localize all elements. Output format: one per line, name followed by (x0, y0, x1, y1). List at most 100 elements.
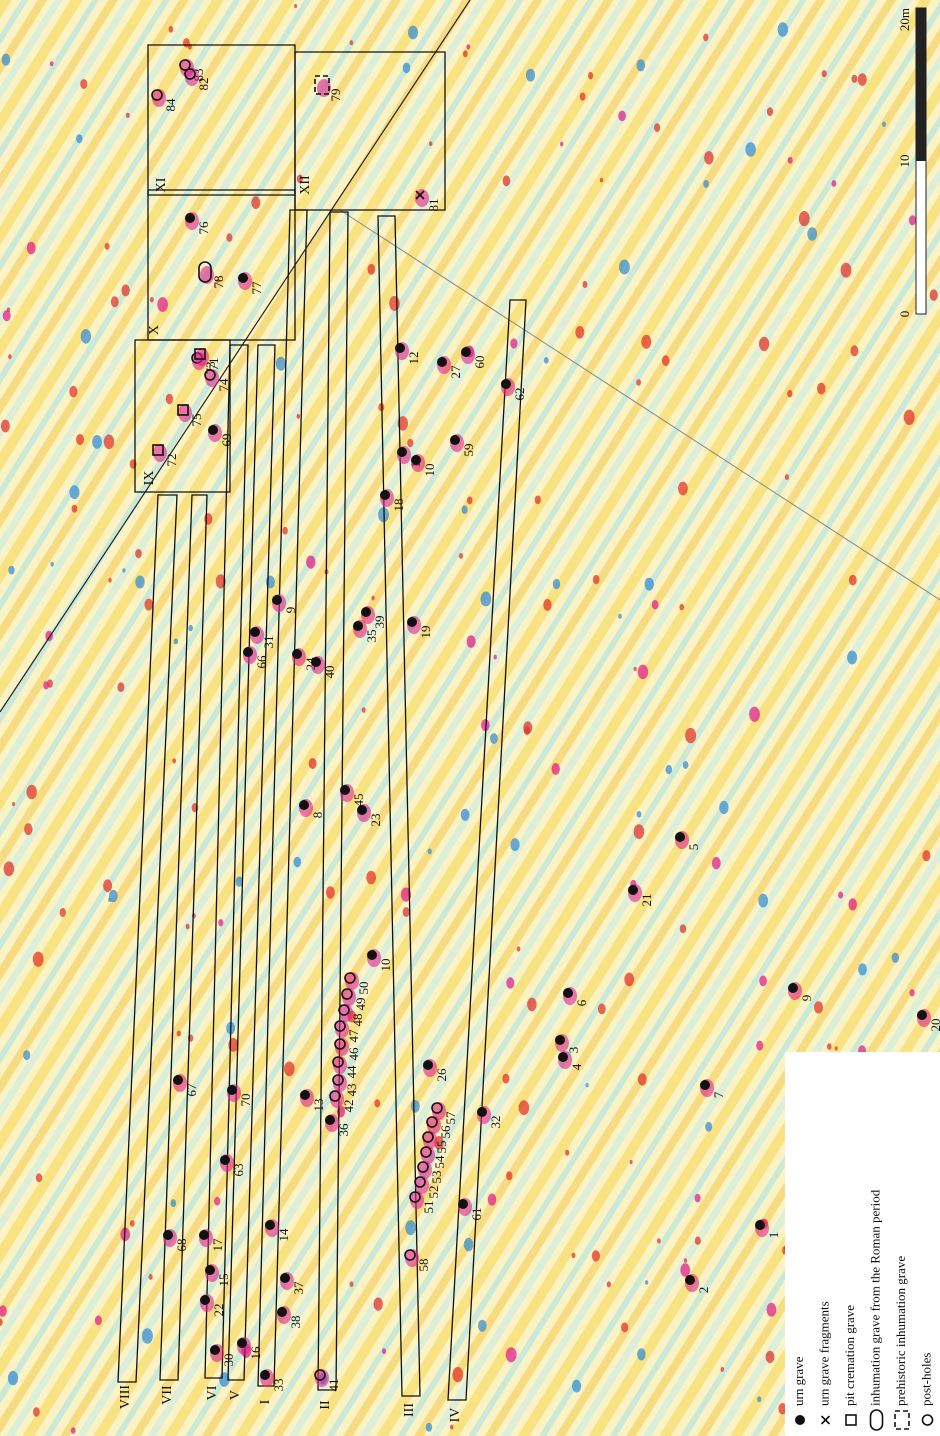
urn-grave-symbol (437, 357, 447, 367)
anomaly (787, 390, 792, 398)
anomaly (535, 495, 541, 504)
anomaly (882, 122, 886, 127)
feature-label: 36 (336, 1123, 351, 1137)
urn-grave-symbol (280, 1273, 290, 1283)
anomaly (71, 1427, 76, 1434)
anomaly (807, 227, 817, 241)
urn-grave-symbol (367, 950, 377, 960)
anomaly (408, 26, 418, 40)
feature-label: 9 (283, 607, 298, 614)
feature-label: 20 (928, 1019, 940, 1032)
feature-label: 32 (488, 1116, 503, 1129)
trench-label: V (228, 1390, 243, 1400)
urn-grave-symbol (628, 885, 638, 895)
urn-grave-symbol (675, 832, 685, 842)
anomaly (607, 1281, 611, 1287)
anomaly (619, 260, 630, 275)
anomaly (92, 435, 102, 449)
anomaly (214, 1197, 220, 1206)
anomaly (510, 838, 519, 851)
urn-grave-symbol (208, 425, 218, 435)
urn-grave-symbol (361, 607, 371, 617)
anomaly (506, 1347, 517, 1362)
anomaly (462, 505, 468, 514)
anomaly (657, 1238, 661, 1243)
anomaly (251, 196, 260, 209)
trench-label: II (318, 1400, 333, 1410)
anomaly (8, 566, 14, 575)
anomaly (506, 1171, 512, 1180)
feature-label: 74 (216, 378, 231, 392)
anomaly (759, 337, 769, 351)
feature-label: 40 (322, 666, 337, 679)
anomaly (2, 54, 11, 66)
feature-label: 7 (711, 1091, 726, 1098)
urn-grave-symbol (325, 1115, 335, 1125)
anomaly (841, 263, 852, 278)
urn-grave-symbol (563, 988, 573, 998)
feature-label: 1 (766, 1232, 781, 1239)
anomaly (407, 439, 413, 448)
feature-label: 53 (429, 1171, 444, 1184)
anomaly (618, 111, 626, 122)
anomaly (130, 1220, 135, 1227)
anomaly (600, 178, 603, 183)
anomaly (362, 707, 366, 713)
anomaly (374, 1099, 380, 1107)
anomaly (389, 296, 400, 311)
feature-label: 56 (438, 1125, 453, 1139)
anomaly (817, 383, 825, 395)
anomaly (405, 1220, 416, 1235)
anomaly (543, 599, 551, 611)
anomaly (478, 1320, 487, 1332)
anomaly (426, 1423, 432, 1432)
anomaly (282, 527, 288, 535)
urn-grave-symbol (917, 1010, 927, 1020)
scale-label: 20m (897, 8, 912, 31)
anomaly (618, 614, 622, 619)
feature-label: 21 (639, 894, 654, 907)
urn-grave-symbol (210, 1345, 220, 1355)
anomaly (459, 553, 463, 559)
anomaly (767, 1303, 777, 1317)
anomaly (745, 142, 755, 156)
feature-label: 13 (311, 1099, 326, 1112)
anomaly (7, 308, 10, 313)
feature-label: 8 (310, 812, 325, 819)
feature-label: 52 (426, 1186, 441, 1199)
anomaly (662, 355, 670, 366)
feature-label: 61 (469, 1208, 484, 1221)
feature-label: 39 (372, 616, 387, 629)
urn-grave-symbol (795, 1415, 805, 1425)
anomaly (799, 211, 810, 226)
anomaly (645, 1280, 648, 1285)
feature-label: 75 (189, 414, 204, 427)
anomaly (636, 379, 641, 386)
urn-grave-symbol (501, 379, 511, 389)
anomaly (678, 482, 688, 496)
anomaly (679, 604, 684, 610)
feature-label: 47 (346, 1029, 361, 1043)
urn-grave-symbol (555, 1035, 565, 1045)
anomaly (523, 721, 532, 734)
anomaly (909, 215, 916, 225)
anomaly (705, 1122, 712, 1132)
anomaly (506, 977, 514, 988)
anomaly (166, 394, 173, 404)
anomaly (666, 765, 673, 774)
trench-label: IX (142, 471, 157, 486)
urn-grave-symbol (205, 1265, 215, 1275)
urn-grave-symbol (265, 1220, 275, 1230)
anomaly (463, 50, 468, 57)
anomaly (858, 73, 867, 86)
anomaly (218, 919, 223, 926)
anomaly (517, 946, 521, 951)
anomaly (719, 801, 728, 814)
feature-label: 15 (216, 1274, 231, 1287)
feature-label: 76 (196, 221, 211, 235)
anomaly (634, 824, 645, 839)
urn-grave-symbol (458, 1199, 468, 1209)
anomaly (95, 1316, 102, 1326)
anomaly (60, 908, 66, 917)
anomaly (169, 26, 174, 33)
